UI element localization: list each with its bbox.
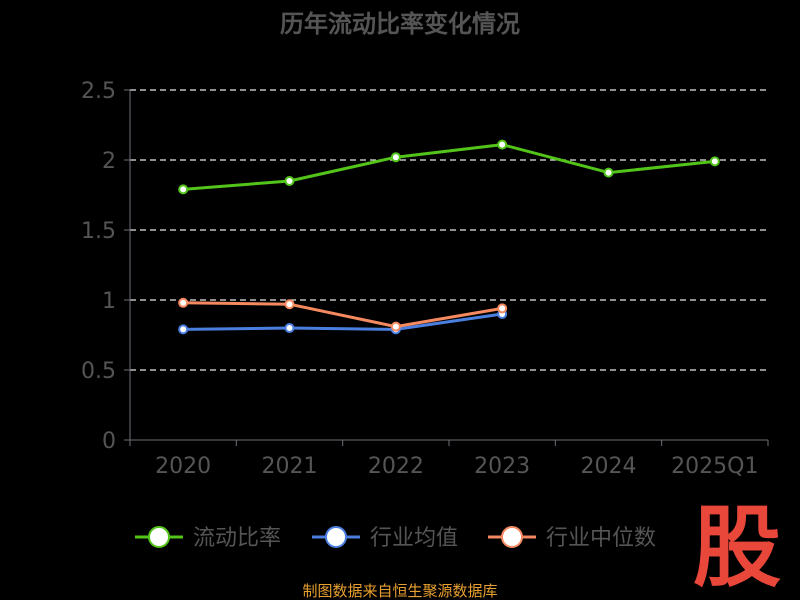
- y-tick-label: 1: [102, 289, 116, 314]
- data-point: [603, 167, 614, 178]
- data-point: [390, 152, 401, 163]
- data-point: [178, 324, 189, 335]
- data-point: [497, 303, 508, 314]
- chart-title: 历年流动比率变化情况: [280, 10, 520, 38]
- data-point: [709, 156, 720, 167]
- legend-label: 行业中位数: [546, 526, 656, 551]
- y-tick-label: 2.5: [81, 79, 116, 104]
- data-point: [284, 299, 295, 310]
- legend-marker: [325, 526, 347, 548]
- y-tick-label: 0: [102, 429, 116, 454]
- axes: [124, 89, 769, 446]
- data-point: [497, 139, 508, 150]
- series-line: [183, 312, 503, 331]
- legend-label: 流动比率: [193, 526, 281, 551]
- x-tick-label: 2025Q1: [671, 454, 758, 479]
- x-axis-ticks: 2020 2021 2022 2023 2024 2025Q1: [155, 454, 758, 479]
- y-axis-ticks: 0 0.5 1 1.5 2 2.5: [81, 79, 116, 454]
- brand-logo: 股: [693, 496, 781, 599]
- x-tick-label: 2023: [474, 454, 530, 479]
- data-point: [178, 184, 189, 195]
- source-note: 制图数据来自恒生聚源数据库: [302, 582, 497, 600]
- legend-item: 流动比率: [135, 526, 281, 551]
- legend-item: 行业均值: [312, 526, 458, 551]
- series-1: [178, 139, 720, 195]
- data-point: [284, 323, 295, 333]
- legend-marker: [501, 526, 523, 548]
- y-tick-label: 0.5: [81, 359, 116, 384]
- x-tick-label: 2022: [368, 454, 424, 479]
- x-tick-label: 2020: [155, 454, 211, 479]
- x-tick-label: 2024: [581, 454, 637, 479]
- y-tick-label: 1.5: [81, 219, 116, 244]
- y-tick-label: 2: [102, 149, 116, 174]
- legend-marker: [148, 526, 170, 548]
- data-point: [284, 176, 295, 186]
- series-line: [183, 143, 715, 191]
- legend-label: 行业均值: [370, 526, 458, 551]
- data-point: [390, 321, 401, 332]
- series-lines: [178, 139, 720, 335]
- series-3: [178, 297, 508, 332]
- grid-lines: [130, 89, 768, 371]
- x-tick-label: 2021: [262, 454, 318, 479]
- legend-item: 行业中位数: [488, 526, 656, 551]
- series-line: [183, 301, 503, 329]
- data-point: [178, 297, 189, 308]
- legend: 流动比率 行业均值 行业中位数: [135, 526, 656, 551]
- series-2: [178, 309, 508, 335]
